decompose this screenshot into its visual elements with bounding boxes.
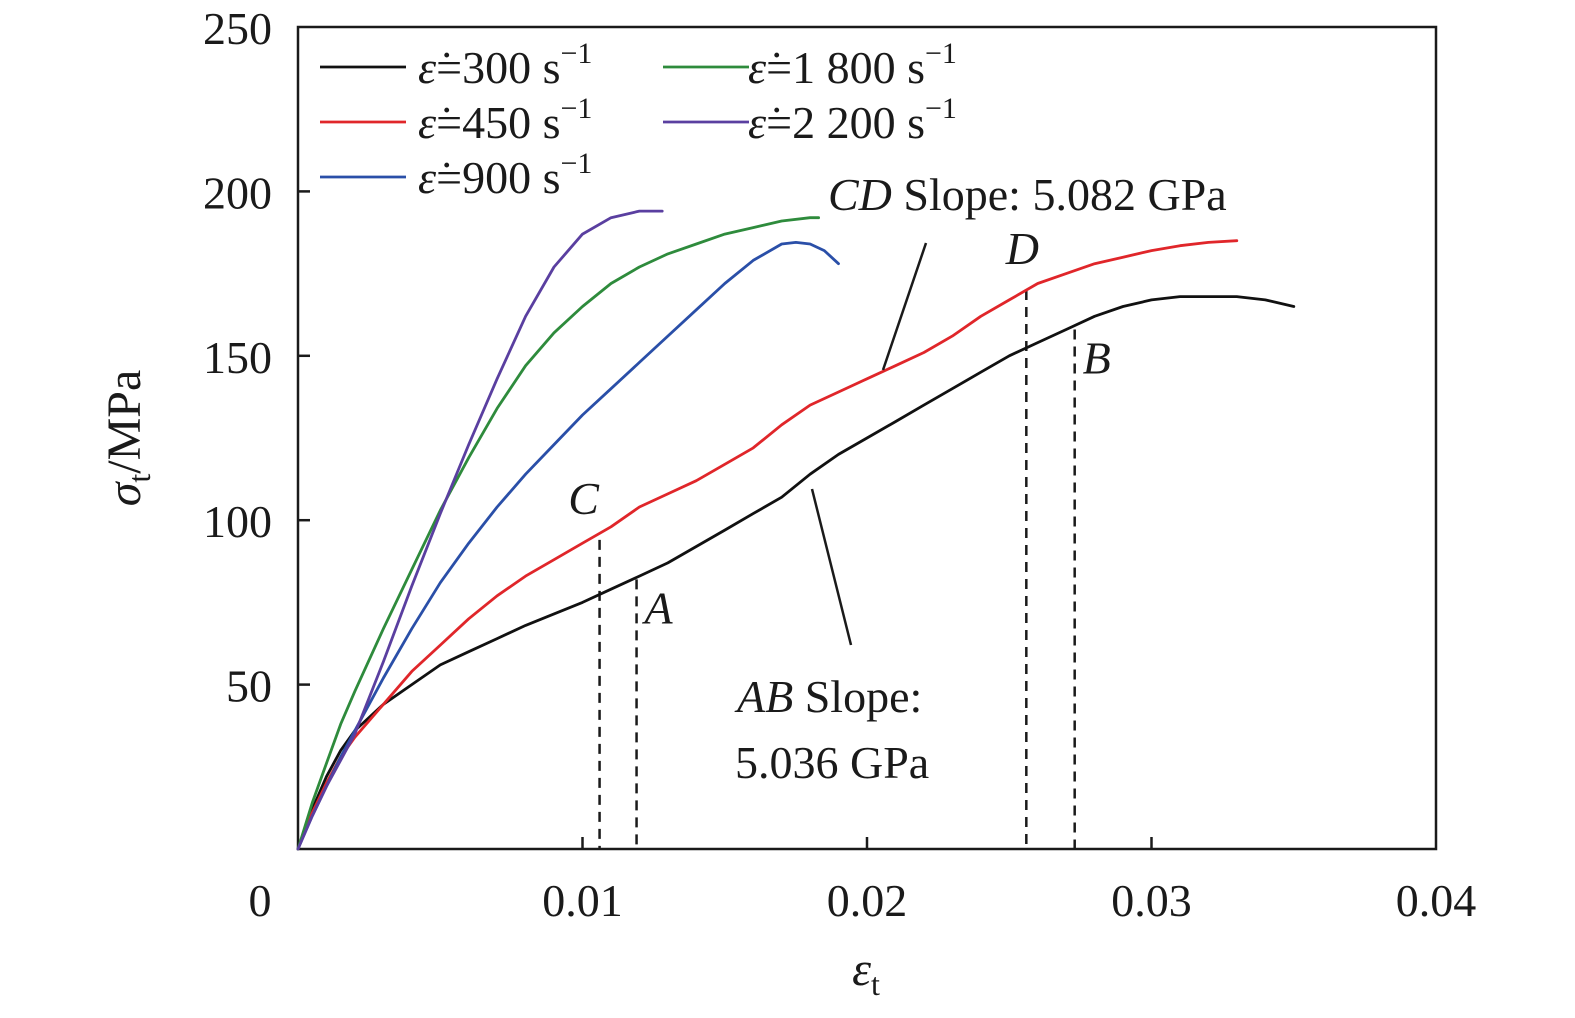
ab-leader-line [810, 488, 853, 646]
x-tick-label: 0 [249, 875, 272, 926]
legend-label: ε̇=2 200 s−1 [748, 92, 957, 148]
legend: ε̇=300 s−1ε̇=450 s−1ε̇=900 s−1 ε̇=1 800 s… [320, 37, 957, 203]
y-tick-label: 200 [203, 167, 272, 218]
x-tick-label: 0.02 [827, 875, 908, 926]
x-tick-label: 0.03 [1111, 875, 1192, 926]
series-line-300 [296, 295, 1296, 851]
y-axis-unit: /MPa [98, 370, 151, 474]
y-tick-label: 100 [203, 496, 272, 547]
y-axis-title: σt/MPa [98, 370, 157, 507]
y-axis-symbol: σ [98, 480, 151, 506]
series-line-2200 [296, 209, 664, 851]
marker-lines: C A D B [568, 223, 1111, 849]
cd-leader-line [881, 242, 928, 371]
x-axis-symbol: ε [852, 943, 871, 996]
x-tick-label: 0.01 [542, 875, 623, 926]
cd-annotation-label: CD [828, 169, 892, 220]
cd-annotation: CD Slope: 5.082 GPa [828, 169, 1227, 220]
x-axis-subscript: t [871, 966, 880, 1002]
x-tick-label: 0.04 [1396, 875, 1477, 926]
legend-label: ε̇=300 s−1 [418, 37, 592, 93]
y-tick-label: 50 [226, 661, 272, 712]
y-tick-label: 150 [203, 332, 272, 383]
axis-ticks: 0 0.01 0.02 0.03 0.04 50 100 150 200 250 [203, 3, 1476, 926]
y-axis-subscript: t [121, 474, 157, 483]
cd-annotation-text: Slope: 5.082 GPa [903, 169, 1226, 220]
x-axis-title: εt [852, 943, 880, 1002]
ab-annotation-line1: AB Slope: [734, 671, 922, 722]
data-series [296, 209, 1296, 851]
point-label-c: C [568, 473, 600, 524]
legend-label: ε̇=1 800 s−1 [748, 37, 957, 93]
series-line-450 [296, 239, 1239, 851]
ab-annotation-line2: 5.036 GPa [735, 737, 929, 788]
point-label-b: B [1083, 332, 1111, 383]
series-line-900 [296, 240, 840, 851]
series-line-1800 [296, 216, 820, 851]
ab-annotation-label: AB [734, 671, 793, 722]
y-tick-label: 250 [203, 3, 272, 54]
ab-annotation-text1: Slope: [805, 671, 923, 722]
legend-label: ε̇=900 s−1 [418, 147, 592, 203]
point-label-a: A [642, 582, 674, 633]
legend-label: ε̇=450 s−1 [418, 92, 592, 148]
point-label-d: D [1005, 223, 1039, 274]
